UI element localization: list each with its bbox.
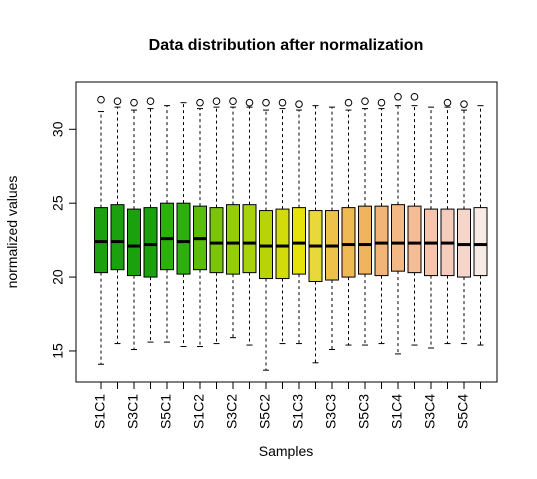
box-S5C4 xyxy=(457,100,471,345)
outlier-point xyxy=(130,98,138,107)
outlier-point xyxy=(361,97,369,106)
box-S6C2 xyxy=(275,98,290,345)
iqr-box xyxy=(374,205,389,277)
x-tick-label: S1C3 xyxy=(290,394,306,429)
iqr-box xyxy=(242,204,257,274)
iqr-box xyxy=(292,207,306,275)
x-tick-label: S3C3 xyxy=(323,394,339,429)
outlier-point xyxy=(229,97,237,106)
box-S2C1 xyxy=(110,97,125,345)
outlier-point xyxy=(113,97,122,106)
iqr-box xyxy=(391,204,405,272)
x-tick-label: S5C4 xyxy=(455,394,471,429)
outlier-point xyxy=(146,97,155,106)
y-axis-label: normalized values xyxy=(4,176,20,289)
x-tick-label: S1C1 xyxy=(92,394,108,429)
x-tick-label: S3C2 xyxy=(224,394,240,429)
box-S4C2 xyxy=(242,98,257,346)
iqr-box xyxy=(176,202,191,275)
outlier-point xyxy=(460,100,468,108)
x-tick-label: S1C2 xyxy=(191,394,207,429)
x-axis-label: Samples xyxy=(259,443,313,459)
x-tick-label: S5C3 xyxy=(356,394,372,429)
outlier-point xyxy=(295,100,303,108)
iqr-box xyxy=(209,207,224,274)
iqr-box xyxy=(143,207,158,278)
x-tick-label: S3C4 xyxy=(422,394,438,429)
y-tick-label: 25 xyxy=(50,195,66,211)
outlier-point xyxy=(196,98,204,107)
chart-title: Data distribution after normalization xyxy=(149,37,424,54)
y-tick-label: 15 xyxy=(50,343,66,359)
x-axis: S1C1 S3C1 S5C1 S1C2 S3C2 S5C2 S1C3 S3C3 S5C3 S1C4… xyxy=(92,382,481,429)
box-S3C1 xyxy=(127,98,141,350)
iqr-box xyxy=(127,208,141,277)
box-S3C3 xyxy=(325,106,339,350)
box-S4C1 xyxy=(143,97,158,343)
x-tick-label: S1C4 xyxy=(389,394,405,429)
iqr-box xyxy=(110,204,125,271)
x-tick-label: S5C1 xyxy=(158,394,174,429)
box-S6C4 xyxy=(473,105,488,346)
box-S6C1 xyxy=(176,102,191,348)
outlier-point xyxy=(344,98,353,107)
outlier-point xyxy=(212,97,221,106)
y-tick-label: 20 xyxy=(50,269,66,285)
outlier-point xyxy=(245,98,254,107)
y-axis: 15 20 25 30 xyxy=(50,121,76,359)
outlier-point xyxy=(443,98,452,107)
box-S3C4 xyxy=(424,106,438,349)
box-S2C3 xyxy=(308,105,323,364)
box-S1C4 xyxy=(391,92,405,355)
x-tick-label: S5C2 xyxy=(257,394,273,429)
outlier-point xyxy=(377,98,386,107)
box-S2C4 xyxy=(407,92,422,346)
box-S1C3 xyxy=(292,100,306,345)
x-tick-label: S3C1 xyxy=(125,394,141,429)
y-tick-label: 30 xyxy=(50,121,66,137)
iqr-box xyxy=(275,208,290,280)
iqr-box xyxy=(473,207,488,277)
outlier-point xyxy=(394,92,402,101)
box-S4C4 xyxy=(440,98,455,345)
iqr-box xyxy=(226,204,240,275)
outlier-point xyxy=(278,98,287,107)
box-S1C2 xyxy=(193,98,207,348)
box-S5C2 xyxy=(259,98,273,371)
box-S4C3 xyxy=(341,98,356,346)
outlier-point xyxy=(262,98,270,107)
box-S1C1 xyxy=(94,95,108,365)
iqr-box xyxy=(341,207,356,278)
box-S6C3 xyxy=(374,98,389,345)
box-S5C1 xyxy=(160,105,174,343)
plot-frame xyxy=(75,81,498,383)
box-S5C3 xyxy=(358,97,372,346)
iqr-box xyxy=(358,205,372,275)
outlier-point xyxy=(410,92,419,101)
box-S3C2 xyxy=(226,97,240,339)
outlier-point xyxy=(97,95,105,104)
box-S2C2 xyxy=(209,97,224,345)
iqr-box xyxy=(160,202,174,271)
boxes-group xyxy=(94,92,488,371)
iqr-box xyxy=(407,205,422,274)
